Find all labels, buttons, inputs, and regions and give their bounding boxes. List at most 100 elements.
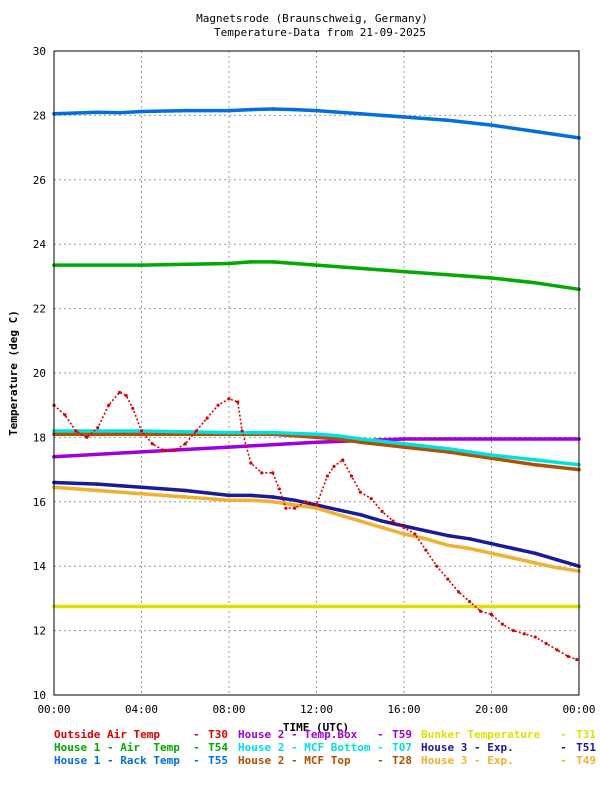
legend-label: House 2 - Temp.Box - bbox=[238, 728, 384, 741]
data-point-T07 bbox=[402, 442, 406, 446]
data-point-T31 bbox=[314, 604, 319, 609]
data-point-T49 bbox=[227, 498, 231, 502]
legend-code: T07 bbox=[392, 741, 412, 754]
data-point-T49 bbox=[95, 488, 100, 493]
data-point-T54 bbox=[533, 281, 538, 285]
series-T31 bbox=[52, 604, 581, 609]
data-point-T54 bbox=[358, 266, 363, 271]
data-point-T55 bbox=[533, 129, 538, 134]
data-point-T31 bbox=[489, 604, 494, 609]
data-point-T30 bbox=[194, 429, 198, 433]
y-tick-label: 24 bbox=[33, 238, 47, 251]
data-point-T30 bbox=[358, 490, 362, 494]
data-point-T30 bbox=[240, 429, 244, 433]
data-point-T49 bbox=[511, 556, 516, 560]
data-point-T51 bbox=[95, 482, 100, 486]
legend-code: T51 bbox=[576, 741, 596, 754]
data-point-T51 bbox=[270, 495, 275, 499]
legend-item-T31: Bunker Temperature - T31 bbox=[421, 728, 596, 741]
series-T49 bbox=[52, 485, 581, 573]
legend-code: T31 bbox=[576, 728, 596, 741]
legend-label: Bunker Temperature - bbox=[421, 728, 567, 741]
legend-item-T55: House 1 - Rack Temp - T55 bbox=[54, 754, 228, 767]
data-point-T30 bbox=[131, 406, 135, 411]
data-point-T30 bbox=[413, 532, 417, 536]
y-axis-label: Temperature (deg C) bbox=[7, 310, 20, 436]
data-point-T30 bbox=[118, 390, 122, 394]
data-point-T49 bbox=[314, 506, 319, 511]
data-point-T49 bbox=[445, 543, 450, 548]
data-point-T30 bbox=[293, 506, 297, 510]
data-point-T51 bbox=[533, 551, 538, 556]
legend-item-T07: House 2 - MCF Bottom - T07 bbox=[238, 741, 412, 754]
y-tick-labels: 10 12 14 16 18 20 22 24 26 28 30 bbox=[33, 45, 47, 702]
data-point-T30 bbox=[325, 474, 330, 478]
data-point-T59 bbox=[227, 445, 231, 449]
plot-frame bbox=[53, 50, 580, 696]
data-point-T55 bbox=[117, 111, 122, 115]
legend-item-T59: House 2 - Temp.Box - T59 bbox=[238, 728, 412, 741]
legend-code: T55 bbox=[208, 754, 228, 767]
legend-code: T54 bbox=[208, 741, 228, 754]
grid-lines bbox=[54, 51, 579, 695]
data-point-T28 bbox=[489, 456, 494, 461]
data-point-T30 bbox=[332, 464, 336, 468]
data-point-T30 bbox=[369, 496, 373, 501]
data-point-T07 bbox=[336, 433, 341, 438]
data-point-T51 bbox=[336, 508, 341, 512]
data-point-T30 bbox=[284, 506, 288, 510]
data-point-T59 bbox=[314, 440, 319, 445]
data-point-T30 bbox=[260, 471, 264, 475]
legend-item-T54: House 1 - Air Temp - T54 bbox=[54, 741, 228, 754]
data-point-T30 bbox=[566, 654, 570, 658]
data-point-T51 bbox=[380, 519, 384, 523]
data-point-T30 bbox=[227, 397, 231, 401]
legend-item-T51: House 3 - Exp. - T51 bbox=[421, 741, 596, 754]
y-tick-label: 16 bbox=[33, 496, 46, 509]
y-tick-label: 26 bbox=[33, 174, 46, 187]
series-T55 bbox=[52, 107, 581, 140]
data-point-T07 bbox=[270, 430, 275, 435]
legend-code: T49 bbox=[576, 754, 596, 767]
data-point-T55 bbox=[183, 108, 188, 113]
data-point-T30 bbox=[161, 448, 165, 452]
data-point-T30 bbox=[85, 435, 89, 439]
chart-title: Magnetsrode (Braunschweig, Germany) bbox=[196, 12, 428, 25]
data-point-T30 bbox=[468, 600, 472, 604]
data-point-T51 bbox=[139, 485, 144, 490]
data-point-T54 bbox=[139, 263, 144, 267]
data-point-T28 bbox=[358, 440, 363, 445]
data-point-T30 bbox=[236, 400, 240, 404]
data-point-T55 bbox=[95, 110, 100, 114]
series-line-T55 bbox=[53, 107, 580, 140]
data-point-T54 bbox=[227, 261, 231, 266]
legend-item-T30: Outside Air Temp - T30 bbox=[54, 728, 228, 741]
data-point-T55 bbox=[249, 107, 253, 112]
legend-code: T30 bbox=[208, 728, 228, 741]
data-point-T54 bbox=[314, 263, 319, 267]
data-point-T51 bbox=[292, 498, 297, 502]
data-point-T51 bbox=[424, 528, 428, 533]
data-point-T30 bbox=[555, 648, 559, 652]
data-point-T07 bbox=[533, 458, 538, 462]
series-line-T28 bbox=[54, 432, 580, 472]
data-point-T30 bbox=[183, 442, 187, 446]
data-point-T30 bbox=[533, 635, 537, 639]
data-point-T07 bbox=[489, 453, 494, 457]
data-point-T30 bbox=[500, 622, 505, 626]
data-point-T30 bbox=[522, 632, 526, 636]
data-point-T30 bbox=[341, 458, 345, 462]
legend-label: House 3 - Exp. - bbox=[421, 741, 567, 754]
x-axis-label: TIME (UTC) bbox=[283, 721, 349, 734]
data-point-T30 bbox=[63, 413, 67, 417]
data-point-T51 bbox=[358, 512, 363, 517]
y-tick-label: 20 bbox=[33, 367, 46, 380]
legend-label: House 2 - MCF Bottom - bbox=[238, 741, 384, 754]
data-point-T49 bbox=[467, 546, 472, 551]
data-point-T54 bbox=[249, 260, 253, 264]
chart-subtitle: Temperature-Data from 21-09-2025 bbox=[214, 26, 426, 39]
data-point-T54 bbox=[402, 269, 406, 274]
data-point-T07 bbox=[445, 446, 450, 451]
data-point-T30 bbox=[391, 519, 395, 523]
